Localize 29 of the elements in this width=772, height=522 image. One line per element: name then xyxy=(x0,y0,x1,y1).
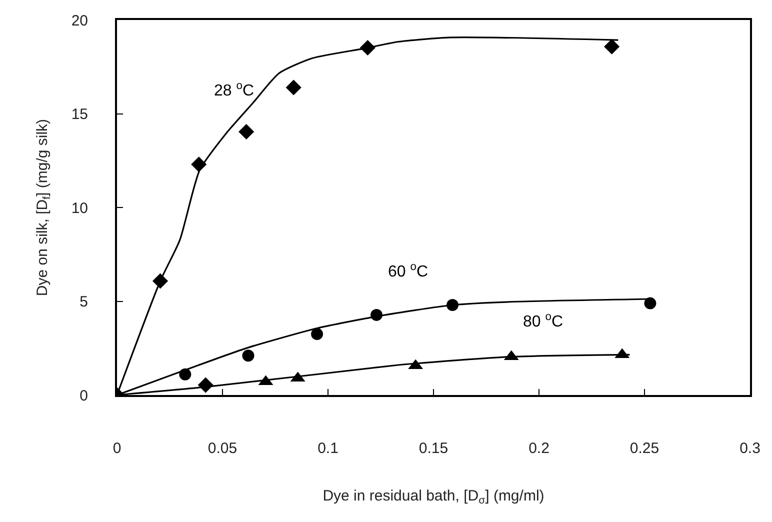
point xyxy=(604,38,620,54)
x-tick-label: 0.25 xyxy=(630,440,660,457)
x-tick-label: 0.15 xyxy=(418,440,448,457)
point xyxy=(198,377,214,393)
annotation: 80 $^{o}$C xyxy=(523,311,564,331)
point xyxy=(286,80,302,96)
annotation: 28 $^{o}$C xyxy=(214,80,254,100)
y-tick-label: 20 xyxy=(71,12,88,30)
x-tick-label: 0.3 xyxy=(740,440,760,457)
point xyxy=(238,124,254,140)
point xyxy=(644,297,656,310)
x-tick-label: 0.2 xyxy=(528,440,550,457)
point xyxy=(446,299,458,311)
point xyxy=(152,273,168,289)
x-tick-label: 0 xyxy=(112,440,122,457)
point xyxy=(360,40,376,56)
x-axis-title: Dye in residual bath, [D$_{σ}$] (mg/ml) xyxy=(322,488,544,507)
annotation: 60 $^{o}$C xyxy=(388,261,428,281)
y-tick-label: 0 xyxy=(80,387,88,404)
point xyxy=(370,308,383,321)
point xyxy=(191,156,207,172)
point xyxy=(311,328,324,340)
y-tick-label: 10 xyxy=(71,200,88,217)
x-tick-label: 0.05 xyxy=(208,440,238,457)
y-tick-label: 5 xyxy=(80,294,88,310)
point xyxy=(242,350,254,362)
point xyxy=(179,368,192,380)
y-tick-label: 15 xyxy=(71,106,88,123)
x-tick-label: 0.1 xyxy=(318,440,338,457)
